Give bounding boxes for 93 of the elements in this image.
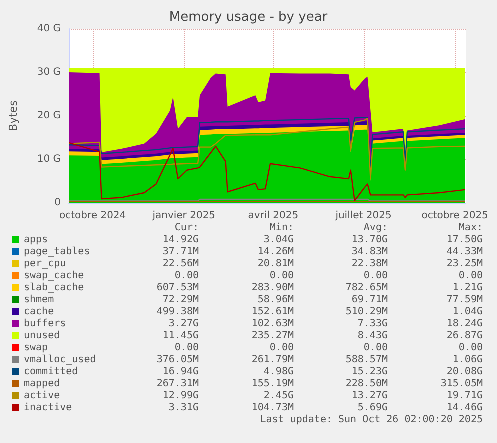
text: 261.79M bbox=[252, 354, 294, 366]
text: 14.92G bbox=[162, 234, 199, 246]
text: 104.73M bbox=[252, 402, 294, 414]
legend-label: swap_cache bbox=[24, 270, 84, 282]
text: 499.38M bbox=[156, 306, 199, 318]
text: 7.33G bbox=[358, 318, 388, 330]
text: 72.29M bbox=[162, 294, 199, 306]
y-tick-label: 0 bbox=[54, 198, 61, 208]
text: 0.00 bbox=[458, 270, 483, 282]
text: 315.05M bbox=[440, 378, 483, 390]
legend-label: committed bbox=[24, 366, 78, 378]
text: Max: bbox=[458, 222, 483, 234]
x-tick-label: juillet 2025 bbox=[334, 210, 392, 222]
y-tick-label: 20 G bbox=[37, 110, 61, 122]
text: 23.25M bbox=[446, 258, 483, 270]
text: 228.50M bbox=[346, 378, 388, 390]
text: 102.63M bbox=[252, 318, 294, 330]
legend-label: mapped bbox=[24, 378, 60, 390]
x-tick-label: octobre 2024 bbox=[59, 210, 126, 222]
text: 588.57M bbox=[346, 354, 388, 366]
text: 155.19M bbox=[252, 378, 294, 390]
text: 5.69G bbox=[358, 402, 388, 414]
text: 19.71G bbox=[446, 390, 483, 402]
text: 3.04G bbox=[264, 234, 294, 246]
text: 607.53M bbox=[156, 282, 199, 294]
text: 34.83M bbox=[352, 246, 388, 258]
x-tick-label: avril 2025 bbox=[248, 210, 299, 222]
text: 69.71M bbox=[352, 294, 388, 306]
text: 782.65M bbox=[346, 282, 388, 294]
y-axis-title: Bytes bbox=[7, 100, 20, 132]
x-tick-label: janvier 2025 bbox=[152, 210, 216, 222]
text: 1.04G bbox=[452, 306, 483, 318]
text: Cur: bbox=[174, 222, 199, 234]
text: 1.06G bbox=[452, 354, 483, 366]
line-series bbox=[68, 142, 466, 202]
text: 15.23G bbox=[352, 366, 388, 378]
text: Min: bbox=[270, 222, 294, 234]
text: 14.46G bbox=[446, 402, 483, 414]
text: 12.99G bbox=[162, 390, 199, 402]
text: 267.31M bbox=[156, 378, 199, 390]
text: 0.00 bbox=[458, 342, 483, 354]
text: 16.94G bbox=[162, 366, 199, 378]
y-tick-label: 10 G bbox=[37, 154, 61, 165]
y-tick-label: 30 G bbox=[37, 67, 61, 78]
legend-label: cache bbox=[24, 306, 54, 318]
text: 0.00 bbox=[364, 342, 388, 354]
y-tick-label: 40 G bbox=[37, 24, 61, 34]
text: 14.26M bbox=[258, 246, 294, 258]
text: 283.90M bbox=[252, 282, 294, 294]
text: Avg: bbox=[364, 222, 388, 234]
text: 17.50G bbox=[446, 234, 483, 246]
text: 44.33M bbox=[446, 246, 483, 258]
legend-label: slab_cache bbox=[24, 282, 84, 294]
chart-title: Memory usage - by year bbox=[169, 10, 328, 25]
text: 235.27M bbox=[252, 330, 294, 342]
x-tick-label: octobre 2025 bbox=[422, 210, 488, 222]
text: 1.21G bbox=[452, 282, 483, 294]
text: 8.43G bbox=[358, 330, 388, 342]
text: 18.24G bbox=[446, 318, 483, 330]
text: 0.00 bbox=[174, 270, 199, 282]
legend-label: buffers bbox=[24, 318, 66, 330]
legend-label: active bbox=[24, 390, 60, 402]
text: 26.87G bbox=[446, 330, 483, 342]
legend-label: swap bbox=[24, 342, 48, 354]
legend-label: per_cpu bbox=[24, 258, 66, 270]
legend-label: vmalloc_used bbox=[24, 354, 96, 366]
text: 0.00 bbox=[270, 342, 294, 354]
legend-label: shmem bbox=[24, 294, 54, 306]
text: 20.81M bbox=[258, 258, 294, 270]
text: 3.27G bbox=[168, 318, 199, 330]
text: 4.98G bbox=[264, 366, 294, 378]
text: 13.27G bbox=[352, 390, 388, 402]
legend-label: unused bbox=[24, 330, 60, 342]
legend-label: apps bbox=[24, 234, 48, 246]
text: 376.05M bbox=[156, 354, 199, 366]
text: 77.59M bbox=[446, 294, 483, 306]
text: 37.71M bbox=[162, 246, 199, 258]
text: 0.00 bbox=[364, 270, 388, 282]
legend-label: page_tables bbox=[24, 246, 90, 258]
text: 22.38M bbox=[352, 258, 388, 270]
text: 3.31G bbox=[168, 402, 199, 414]
legend-label: inactive bbox=[24, 402, 72, 414]
text: 0.00 bbox=[174, 342, 199, 354]
text: 20.08G bbox=[446, 366, 483, 378]
text: 13.70G bbox=[352, 234, 388, 246]
text: 22.56M bbox=[162, 258, 199, 270]
text: 510.29M bbox=[346, 306, 388, 318]
text: Last update: Sun Oct 26 02:00:20 2025 bbox=[260, 414, 483, 426]
text: 0.00 bbox=[270, 270, 294, 282]
text: 152.61M bbox=[252, 306, 294, 318]
text: 11.45G bbox=[162, 330, 199, 342]
text: 2.45G bbox=[264, 390, 294, 402]
text: 58.96M bbox=[258, 294, 294, 306]
